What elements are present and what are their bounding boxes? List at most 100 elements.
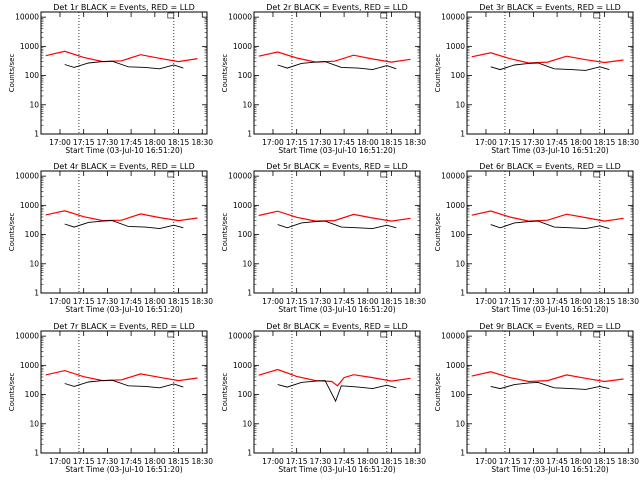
y-tick-label: 1 [247, 130, 252, 139]
series-line-lld [45, 50, 198, 63]
x-tick-label: 17:00 [475, 138, 497, 147]
y-tick-label: 10 [242, 419, 252, 428]
x-tick-label: 18:00 [570, 138, 592, 147]
detector-panel: Det 4r BLACK = Events, RED = LLD 1 10 100 10… [8, 162, 213, 314]
y-tick-label: 10000 [15, 332, 39, 341]
series-line-lld [258, 210, 411, 222]
x-tick-label: 17:00 [262, 297, 284, 306]
series-line-events [277, 61, 397, 71]
y-tick-label: 10 [29, 419, 39, 428]
x-tick-label: 18:30 [404, 297, 426, 306]
plot-title: Det 6r BLACK = Events, RED = LLD [479, 162, 621, 171]
detector-panel: Det 8r BLACK = Events, RED = LLD 1 10 100 10… [221, 322, 426, 474]
y-tick-label: 10000 [441, 13, 465, 22]
x-tick-label: 18:15 [168, 138, 190, 147]
y-tick-label: 10000 [441, 172, 465, 181]
x-tick-label: 17:00 [49, 138, 71, 147]
series-line-lld [471, 371, 624, 383]
x-tick-label: 18:30 [617, 297, 639, 306]
x-axis-label: Start Time (03-Jul-10 16:51:20) [491, 465, 608, 474]
detector-panel: Det 6r BLACK = Events, RED = LLD 1 10 100 10… [434, 162, 639, 314]
y-tick-label: 100 [25, 71, 40, 80]
y-tick-label: 1000 [20, 42, 39, 51]
x-tick-label: 17:45 [120, 297, 142, 306]
series-line-events [490, 381, 610, 390]
y-tick-label: 100 [25, 390, 40, 399]
detector-panel: Det 3r BLACK = Events, RED = LLD 1 10 100 10… [434, 3, 639, 155]
x-tick-label: 17:30 [310, 457, 332, 466]
y-tick-label: 100 [238, 390, 253, 399]
x-tick-label: 18:30 [404, 457, 426, 466]
y-tick-label: 100 [451, 390, 466, 399]
x-tick-label: 18:15 [594, 457, 616, 466]
series-line-lld [471, 52, 624, 64]
x-tick-label: 18:30 [617, 457, 639, 466]
x-tick-label: 17:30 [97, 297, 119, 306]
x-tick-label: 18:00 [357, 457, 379, 466]
x-tick-label: 18:00 [144, 138, 166, 147]
y-tick-label: 10000 [441, 332, 465, 341]
y-tick-label: 10 [455, 419, 465, 428]
series-line-events [277, 220, 397, 230]
x-axis-label: Start Time (03-Jul-10 16:51:20) [491, 146, 608, 155]
x-tick-label: 17:30 [523, 297, 545, 306]
y-tick-label: 10 [29, 259, 39, 268]
y-tick-label: 1000 [233, 42, 252, 51]
marker-box [593, 331, 601, 338]
x-tick-label: 17:30 [310, 297, 332, 306]
y-tick-label: 1 [460, 289, 465, 298]
marker-box [593, 171, 601, 178]
y-tick-label: 1000 [20, 361, 39, 370]
x-tick-label: 18:00 [357, 297, 379, 306]
y-tick-label: 1 [34, 130, 39, 139]
plot-title: Det 4r BLACK = Events, RED = LLD [53, 162, 195, 171]
y-tick-label: 1000 [20, 201, 39, 210]
y-tick-label: 1000 [233, 361, 252, 370]
y-tick-label: 100 [238, 230, 253, 239]
x-tick-label: 17:45 [120, 457, 142, 466]
x-tick-label: 17:00 [262, 457, 284, 466]
x-tick-label: 17:00 [49, 457, 71, 466]
y-tick-label: 10 [455, 259, 465, 268]
series-line-events [490, 220, 610, 230]
y-tick-label: 1000 [446, 361, 465, 370]
plot-title: Det 5r BLACK = Events, RED = LLD [266, 162, 408, 171]
series-line-lld [258, 368, 411, 387]
series-line-events [64, 220, 184, 230]
x-tick-label: 17:45 [333, 297, 355, 306]
plot-title: Det 9r BLACK = Events, RED = LLD [479, 322, 621, 331]
y-tick-label: 1000 [446, 201, 465, 210]
y-tick-label: 10 [29, 100, 39, 109]
y-tick-label: 10000 [228, 13, 252, 22]
plot-title: Det 2r BLACK = Events, RED = LLD [266, 3, 408, 12]
y-tick-label: 100 [451, 230, 466, 239]
y-tick-label: 1 [460, 130, 465, 139]
series-line-events [64, 379, 184, 389]
x-tick-label: 17:45 [333, 457, 355, 466]
x-tick-label: 17:15 [499, 138, 521, 147]
plot-title: Det 3r BLACK = Events, RED = LLD [479, 3, 621, 12]
y-tick-label: 1 [460, 449, 465, 458]
x-tick-label: 17:45 [546, 297, 568, 306]
x-tick-label: 17:30 [97, 138, 119, 147]
plot-frame [466, 170, 634, 294]
x-tick-label: 17:00 [49, 297, 71, 306]
x-tick-label: 18:15 [381, 297, 403, 306]
y-tick-label: 1 [247, 449, 252, 458]
marker-box [380, 12, 388, 19]
y-tick-label: 1 [247, 289, 252, 298]
x-tick-label: 17:45 [120, 138, 142, 147]
x-tick-label: 17:15 [286, 457, 308, 466]
x-tick-label: 18:15 [594, 138, 616, 147]
y-axis-label: Counts/sec [434, 213, 442, 252]
series-line-lld [471, 210, 624, 222]
x-tick-label: 17:15 [499, 457, 521, 466]
detector-panel: Det 1r BLACK = Events, RED = LLD 1 10 100 10… [8, 3, 213, 155]
x-axis-label: Start Time (03-Jul-10 16:51:20) [65, 465, 182, 474]
marker-box [593, 12, 601, 19]
y-tick-label: 1000 [233, 201, 252, 210]
y-axis-label: Counts/sec [221, 213, 229, 252]
marker-box [167, 171, 175, 178]
x-tick-label: 17:15 [499, 297, 521, 306]
